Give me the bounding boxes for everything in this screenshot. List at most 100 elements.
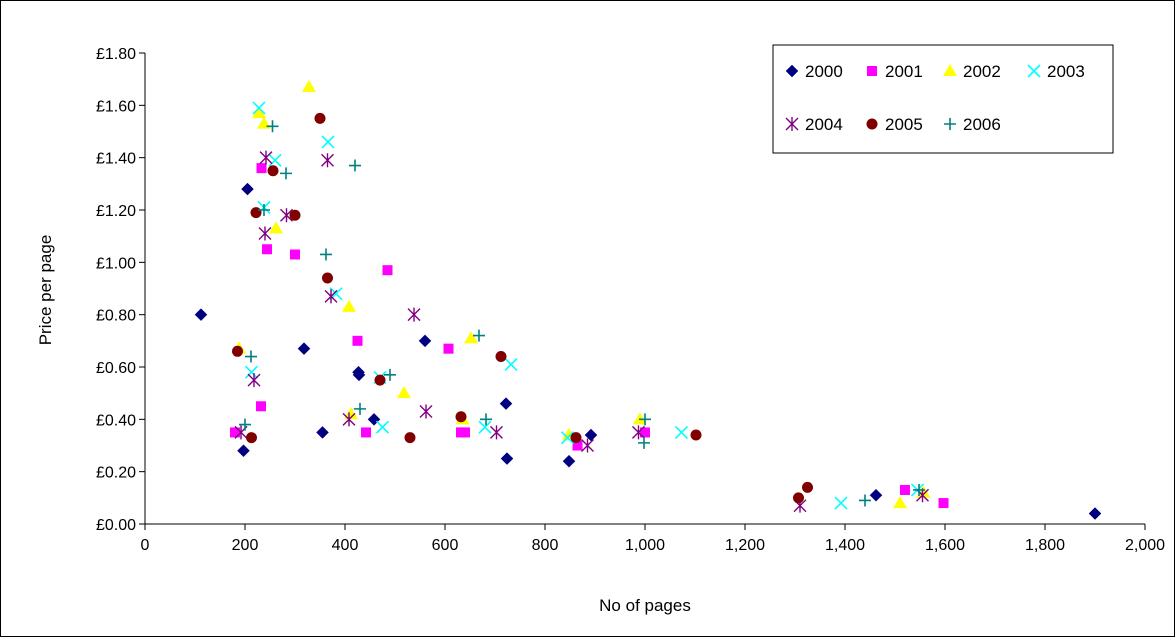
legend-marker (1027, 64, 1041, 78)
data-point (382, 265, 393, 276)
x-tick-label: 2,000 (1125, 537, 1165, 554)
legend-label: 2005 (885, 115, 923, 134)
data-point (269, 221, 283, 234)
data-point (869, 488, 883, 502)
data-point (913, 483, 925, 496)
y-tick-label: £0.80 (96, 308, 136, 325)
x-axis-title: No of pages (599, 596, 691, 615)
data-point (258, 204, 270, 216)
data-point (239, 418, 251, 431)
data-point (504, 357, 518, 371)
data-point (232, 345, 243, 357)
data-point (250, 207, 262, 219)
y-tick-label: £1.80 (96, 46, 136, 63)
legend-label: 2001 (885, 62, 923, 81)
data-point (464, 331, 478, 344)
data-point (572, 440, 583, 451)
data-point (280, 208, 293, 223)
data-point (570, 432, 582, 444)
data-point (560, 431, 575, 445)
x-tick-label: 1,400 (825, 537, 865, 554)
data-point (241, 182, 254, 196)
data-point (407, 307, 421, 322)
data-point (639, 413, 651, 426)
data-point (352, 368, 366, 382)
data-point (322, 272, 333, 284)
data-point (499, 397, 513, 410)
y-tick-label: £1.00 (96, 255, 136, 272)
data-point (342, 299, 356, 312)
data-point (252, 106, 266, 119)
legend-item-2002: 2002 (943, 62, 1001, 81)
data-point (321, 135, 335, 149)
data-point (397, 386, 411, 399)
y-tick-label: £0.00 (96, 517, 136, 534)
data-point (375, 420, 390, 434)
data-point (258, 226, 272, 241)
legend-item-2000: 2000 (785, 62, 843, 81)
data-point (349, 159, 361, 172)
x-tick-label: 800 (532, 537, 559, 554)
data-point (562, 454, 576, 468)
data-point (194, 308, 208, 322)
legend-marker (867, 66, 877, 76)
data-point (1088, 507, 1102, 520)
data-markers (194, 80, 1102, 520)
x-tick-label: 1,000 (625, 537, 665, 554)
y-axis-ticks: £0.00 £0.20 £0.40 £0.60 £0.80 £1.00 £1.20 £1.40… (96, 46, 145, 534)
legend-label: 2003 (1047, 62, 1085, 81)
legend-item-2006: 2006 (944, 115, 1001, 134)
y-tick-label: £1.60 (96, 98, 136, 115)
legend-box (772, 44, 1114, 154)
data-point (316, 426, 329, 439)
data-point (354, 402, 366, 415)
x-tick-label: 1,800 (1025, 537, 1065, 554)
data-point (632, 425, 645, 440)
data-point (495, 351, 507, 363)
data-point (247, 373, 261, 388)
data-point (361, 427, 371, 438)
data-point (640, 427, 650, 438)
legend-marker (866, 118, 878, 130)
data-point (245, 350, 257, 363)
data-point (289, 209, 301, 221)
data-point (384, 368, 396, 381)
data-point (793, 492, 804, 504)
data-point (244, 365, 259, 379)
data-point (290, 249, 300, 260)
legend-marker (943, 64, 957, 76)
data-point (690, 429, 702, 441)
x-axis-ticks: 0 200 400 600 800 1,000 1,200 1,400 1,600 1,800 2,… (141, 524, 1165, 554)
data-point (324, 289, 338, 304)
series-2001 (230, 163, 949, 509)
data-point (237, 444, 250, 458)
legend: 2000 2001 2002 2003 2004 2005 2006 (772, 44, 1114, 154)
data-point (268, 153, 282, 167)
y-tick-label: £1.40 (96, 151, 136, 168)
data-point (256, 401, 266, 412)
legend-item-2004: 2004 (785, 115, 843, 134)
data-point (302, 80, 316, 93)
legend-marker (785, 64, 799, 78)
data-point (500, 452, 514, 465)
data-point (419, 404, 433, 419)
legend-label: 2006 (963, 115, 1001, 134)
data-point (352, 335, 363, 346)
data-point (314, 112, 326, 124)
legend-item-2001: 2001 (867, 62, 923, 81)
x-tick-label: 0 (141, 537, 150, 554)
legend-item-2003: 2003 (1027, 62, 1085, 81)
data-point (256, 163, 267, 174)
data-point (893, 496, 907, 509)
data-point (320, 248, 332, 261)
data-point (834, 496, 848, 510)
series-2005 (232, 112, 813, 504)
data-point (638, 436, 650, 449)
data-point (374, 374, 386, 386)
series-2004 (234, 150, 929, 513)
x-tick-label: 400 (332, 537, 359, 554)
data-point (262, 244, 272, 255)
legend-label: 2000 (805, 62, 843, 81)
data-point (259, 150, 273, 165)
